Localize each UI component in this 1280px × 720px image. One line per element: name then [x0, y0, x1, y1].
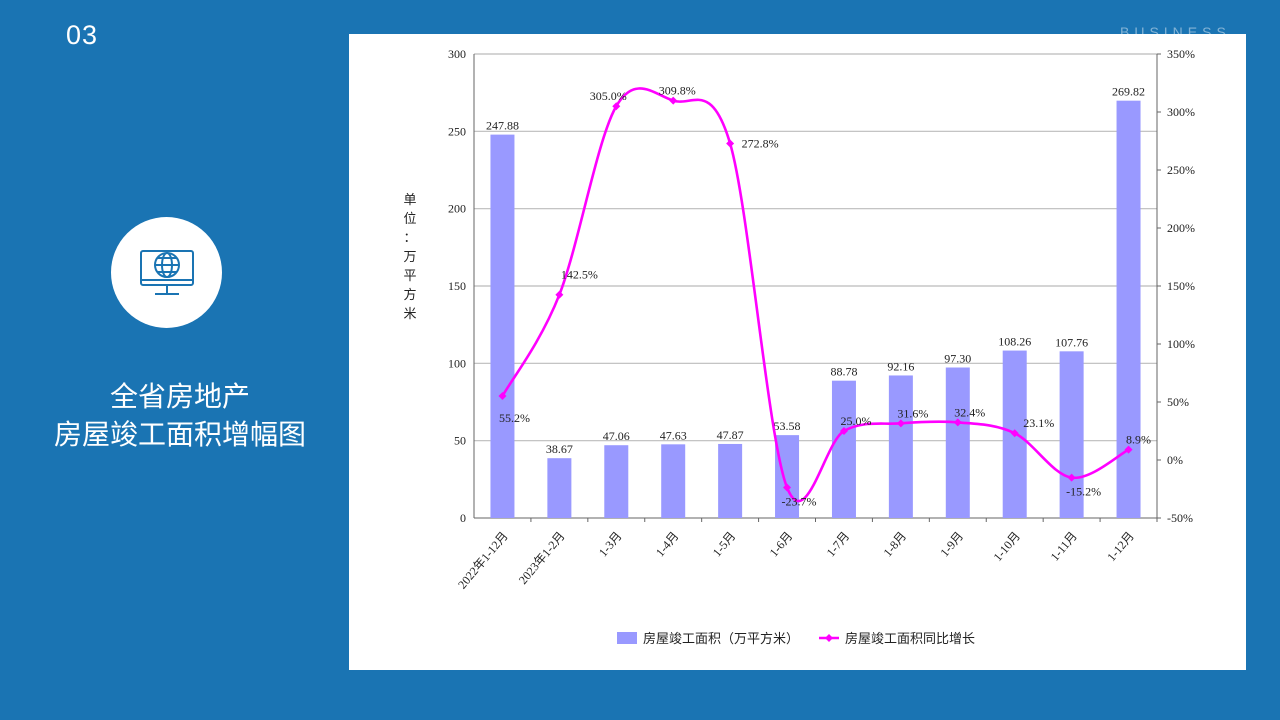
bar-value-label: 47.87 — [717, 428, 744, 442]
bar-value-label: 107.76 — [1055, 335, 1088, 349]
bar-value-label: 247.88 — [486, 119, 519, 133]
growth-value-label: 31.6% — [897, 406, 928, 420]
growth-marker — [1124, 445, 1133, 454]
y-right-tick-label: 300% — [1167, 105, 1195, 119]
y-left-tick-label: 200 — [448, 202, 466, 216]
bar-value-label: 108.26 — [998, 335, 1031, 349]
bar — [1059, 351, 1084, 518]
growth-value-label: 142.5% — [561, 268, 598, 282]
bar-value-label: 47.63 — [660, 428, 687, 442]
growth-marker — [498, 391, 507, 400]
section-title-line1: 全省房地产 — [109, 380, 250, 413]
growth-value-label: 32.4% — [954, 405, 985, 419]
growth-value-label: 305.0% — [590, 89, 627, 103]
y-left-tick-label: 100 — [448, 356, 466, 370]
bar — [661, 444, 686, 518]
bar-value-label: 53.58 — [774, 419, 801, 433]
x-category-label: 1-5月 — [710, 529, 739, 559]
y-axis-label-char: 平 — [403, 269, 416, 284]
growth-marker — [1010, 429, 1019, 438]
bar — [888, 375, 913, 518]
x-category-label: 1-7月 — [824, 529, 853, 559]
growth-value-label: 8.9% — [1126, 433, 1151, 447]
growth-value-label: 55.2% — [499, 411, 530, 425]
y-right-tick-label: -50% — [1167, 511, 1193, 525]
globe-monitor-icon — [139, 249, 194, 295]
y-axis-label-char: 方 — [403, 287, 416, 303]
x-category-label: 1-3月 — [596, 529, 625, 559]
y-axis-label-char: 万 — [403, 250, 416, 265]
bar-value-label: 38.67 — [546, 442, 573, 456]
section-title-line2: 房屋竣工面积增幅图 — [53, 418, 306, 451]
y-axis-label-char: 米 — [403, 307, 416, 322]
y-axis-label-char: 单 — [403, 193, 416, 208]
x-category-label: 1-9月 — [937, 529, 966, 559]
y-left-tick-label: 250 — [448, 124, 466, 138]
growth-marker — [555, 290, 564, 299]
y-axis-label-char: 位 — [403, 212, 416, 227]
growth-line — [501, 87, 1130, 503]
bar — [831, 380, 856, 518]
bar — [547, 458, 572, 518]
bar — [490, 134, 515, 518]
bar — [775, 435, 800, 518]
bar — [945, 367, 970, 518]
y-right-tick-label: 350% — [1167, 47, 1195, 61]
legend-bar-swatch — [617, 632, 637, 644]
growth-marker — [726, 139, 735, 148]
x-category-label: 1-8月 — [880, 529, 909, 559]
bar-value-label: 97.30 — [944, 352, 971, 366]
growth-value-label: -15.2% — [1066, 485, 1101, 499]
y-right-tick-label: 250% — [1167, 163, 1195, 177]
y-axis-label-char: ： — [403, 231, 416, 246]
growth-value-label: 23.1% — [1023, 416, 1054, 430]
y-left-tick-label: 0 — [460, 511, 466, 525]
y-left-tick-label: 150 — [448, 279, 466, 293]
section-title: 全省房地产 房屋竣工面积增幅图 — [20, 378, 340, 454]
slide-number: 03 — [66, 20, 99, 50]
growth-value-label: 25.0% — [840, 414, 871, 428]
x-category-label: 1-6月 — [767, 529, 796, 559]
bar — [604, 445, 629, 518]
growth-marker — [1067, 473, 1076, 482]
growth-marker — [953, 418, 962, 427]
growth-value-label: 272.8% — [742, 137, 779, 151]
x-category-label: 2022年1-12月 — [455, 529, 511, 592]
bar-value-label: 47.06 — [603, 429, 630, 443]
x-category-label: 1-12月 — [1104, 529, 1137, 564]
growth-value-label: -23.7% — [782, 494, 817, 508]
icon-badge — [111, 217, 222, 328]
legend-line-label: 房屋竣工面积同比增长 — [845, 631, 975, 647]
bar-value-label: 269.82 — [1112, 85, 1145, 99]
y-left-tick-label: 50 — [454, 434, 466, 448]
y-right-tick-label: 200% — [1167, 221, 1195, 235]
x-category-label: 1-10月 — [990, 529, 1023, 564]
growth-marker — [669, 96, 678, 105]
bar-value-label: 92.16 — [887, 359, 914, 373]
x-category-label: 1-4月 — [653, 529, 682, 559]
bar-value-label: 88.78 — [830, 365, 857, 379]
y-left-tick-label: 300 — [448, 47, 466, 61]
growth-marker — [783, 483, 792, 492]
growth-marker — [839, 427, 848, 435]
chart-panel: 0 50 100 150 200 250 300 -50% 0% 50% 100% 150% 200% 2… — [349, 34, 1246, 670]
y-right-tick-label: 0% — [1167, 453, 1183, 467]
x-category-label: 2023年1-2月 — [516, 529, 568, 587]
bar — [718, 443, 743, 518]
y-right-tick-label: 50% — [1167, 395, 1189, 409]
y-right-tick-label: 150% — [1167, 279, 1195, 293]
legend-bar-label: 房屋竣工面积（万平方米） — [643, 631, 799, 647]
growth-marker — [612, 102, 621, 111]
growth-value-label: 309.8% — [659, 84, 696, 98]
legend-line-marker — [825, 634, 833, 642]
x-category-label: 1-11月 — [1048, 529, 1080, 564]
y-right-tick-label: 100% — [1167, 337, 1195, 351]
combo-chart: 0 50 100 150 200 250 300 -50% 0% 50% 100% 150% 200% 2… — [403, 47, 1195, 647]
growth-marker — [896, 419, 905, 428]
